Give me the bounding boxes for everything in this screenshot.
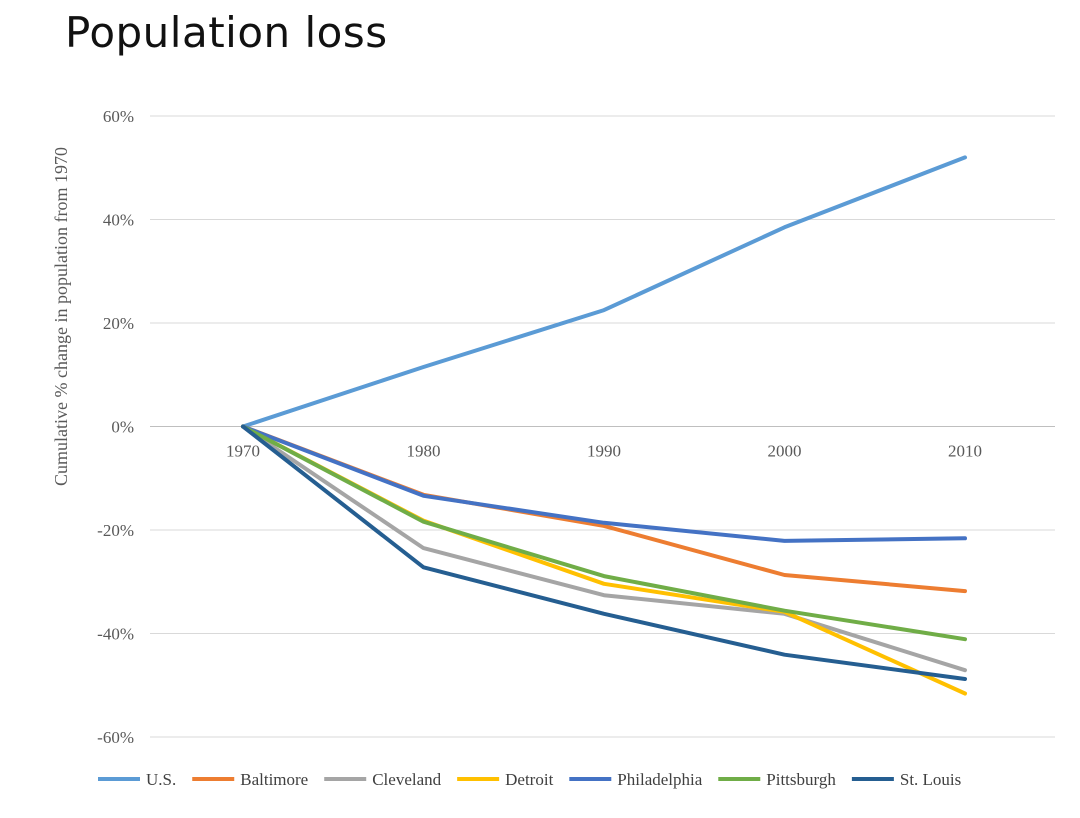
legend-item-u-s: U.S. — [98, 770, 176, 789]
y-tick-label: -60% — [97, 728, 134, 747]
legend-label: Pittsburgh — [766, 770, 836, 789]
y-axis-ticks: 60% 40% 20% 0% -20% -40% -60% — [97, 107, 134, 747]
y-tick-label: 0% — [111, 418, 134, 437]
x-axis-ticks: 1970 1980 1990 2000 2010 — [226, 442, 982, 461]
legend-label: Cleveland — [372, 770, 441, 789]
legend-item-detroit: Detroit — [457, 770, 554, 789]
legend-label: Baltimore — [240, 770, 308, 789]
y-tick-label: 60% — [103, 107, 134, 126]
y-axis-title: Cumulative % change in population from 1… — [51, 147, 71, 486]
x-tick-label: 1990 — [587, 442, 621, 461]
legend: U.S. Baltimore Cleveland Detroit Philadelphi… — [98, 770, 961, 789]
series-lines — [241, 155, 967, 696]
legend-label: Detroit — [505, 770, 553, 789]
series-line-pittsburgh — [241, 424, 967, 642]
x-tick-label: 2010 — [948, 442, 982, 461]
legend-item-baltimore: Baltimore — [192, 770, 308, 789]
legend-label: St. Louis — [900, 770, 961, 789]
legend-label: U.S. — [146, 770, 176, 789]
series-line-st-louis — [241, 424, 967, 681]
series-line-philadelphia — [241, 424, 967, 543]
legend-item-st-louis: St. Louis — [851, 770, 961, 789]
y-tick-label: -20% — [97, 521, 134, 540]
y-tick-label: 40% — [103, 211, 134, 230]
legend-item-philadelphia: Philadelphia — [569, 770, 703, 789]
y-tick-label: -40% — [97, 625, 134, 644]
legend-label: Philadelphia — [617, 770, 702, 789]
x-tick-label: 1980 — [407, 442, 441, 461]
legend-item-pittsburgh: Pittsburgh — [718, 770, 836, 789]
page-title: Population loss — [65, 8, 388, 57]
y-tick-label: 20% — [103, 314, 134, 333]
x-tick-label: 1970 — [226, 442, 260, 461]
series-line-u-s — [241, 155, 967, 429]
gridlines — [150, 115, 1055, 738]
series-line-cleveland — [241, 424, 967, 673]
legend-item-cleveland: Cleveland — [324, 770, 442, 789]
x-tick-label: 2000 — [768, 442, 802, 461]
